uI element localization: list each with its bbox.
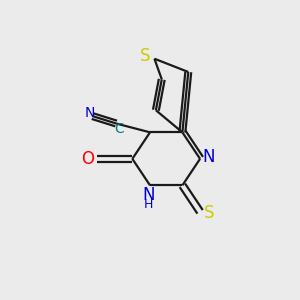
Text: O: O: [81, 150, 94, 168]
Text: S: S: [140, 47, 150, 65]
Text: N: N: [142, 186, 155, 204]
Text: N: N: [85, 106, 95, 120]
Text: H: H: [144, 198, 153, 211]
Text: N: N: [202, 148, 214, 166]
Text: C: C: [114, 122, 124, 136]
Text: S: S: [204, 204, 214, 222]
